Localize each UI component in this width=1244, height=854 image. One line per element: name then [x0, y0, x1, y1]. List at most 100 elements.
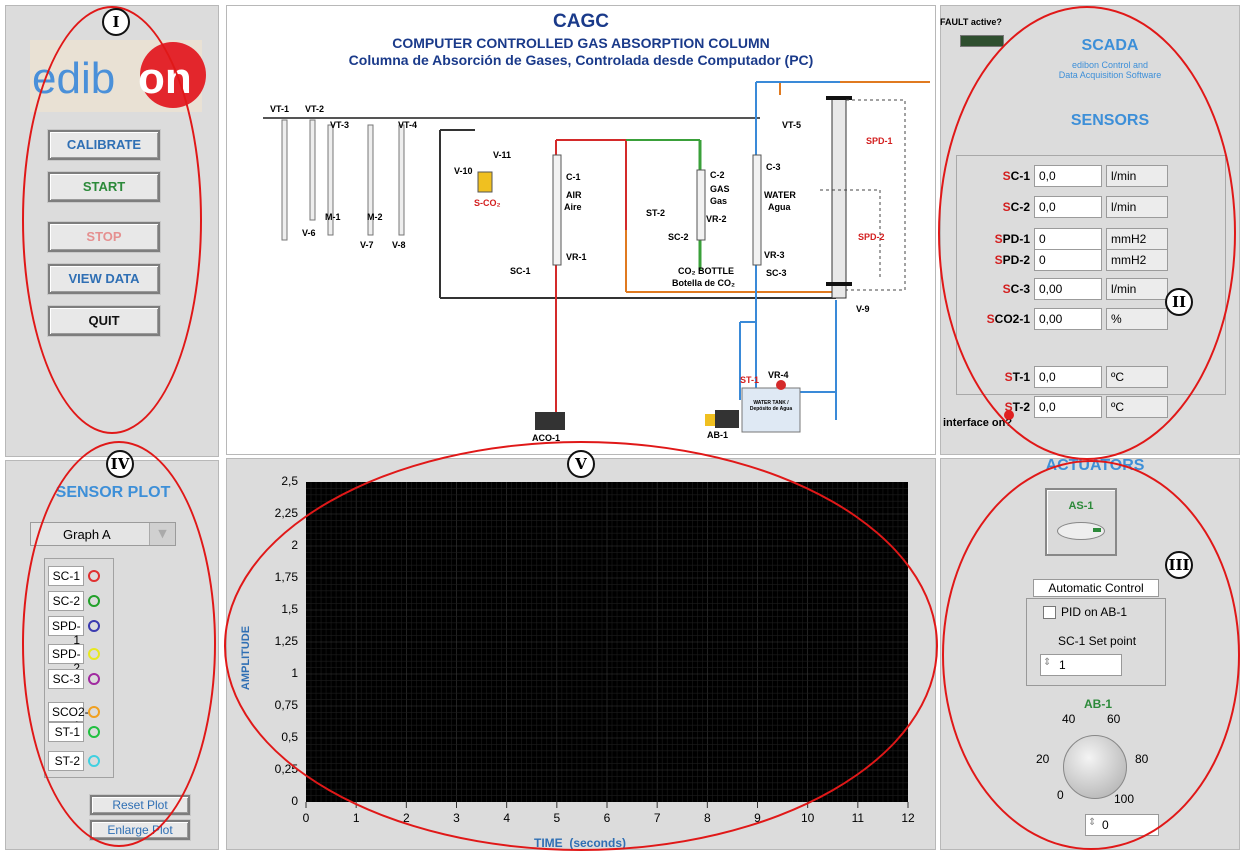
graph-select[interactable]: Graph A ▼ [30, 522, 176, 546]
as1-label: AS-1 [1068, 500, 1094, 512]
y-tick-label: 0 [291, 794, 298, 808]
legend-color-icon[interactable] [88, 648, 100, 660]
view-data-button[interactable]: VIEW DATA [48, 264, 160, 294]
x-tick-label: 12 [901, 811, 915, 825]
sensor-label-rest: PD-2 [1002, 253, 1030, 267]
sensor-label: SC-3 [960, 282, 1030, 296]
label-gas: GAS [710, 184, 730, 194]
automatic-control-box [1026, 598, 1166, 686]
label-vt4: VT-4 [398, 120, 418, 130]
legend-color-icon[interactable] [88, 570, 100, 582]
legend-color-icon[interactable] [88, 595, 100, 607]
legend-item[interactable]: SPD-2 [48, 643, 100, 675]
pid-checkbox[interactable] [1043, 606, 1056, 619]
toggle-icon[interactable] [1057, 522, 1105, 540]
legend-color-icon[interactable] [88, 755, 100, 767]
label-sco2: S-CO₂ [474, 198, 501, 208]
legend-color-icon[interactable] [88, 673, 100, 685]
legend-item[interactable]: SC-1 [48, 565, 100, 587]
x-tick-label: 8 [703, 811, 711, 825]
sensor-label-prefix: S [1004, 370, 1013, 384]
y-tick-label: 2 [291, 538, 298, 552]
y-tick-label: 1,5 [281, 602, 298, 616]
setpoint-stepper[interactable]: ⇕ 1 [1040, 654, 1122, 676]
edibon-logo: edib on [30, 40, 206, 112]
actuators-title: ACTUATORS [1045, 457, 1145, 474]
label-vr1: VR-1 [566, 252, 587, 262]
stepper-arrows-icon[interactable]: ⇕ [1088, 817, 1097, 828]
fault-label: FAULT active? [940, 17, 1002, 27]
sensor-label-prefix: S [1002, 282, 1011, 296]
pid-label: PID on AB-1 [1061, 605, 1128, 619]
label-v8: V-8 [392, 240, 406, 250]
label-tank: WATER TANK / Depósito de Agua [749, 400, 793, 412]
as1-switch[interactable]: AS-1 [1045, 488, 1117, 556]
ab1-knob[interactable] [1063, 735, 1127, 799]
legend-label: SC-1 [48, 566, 84, 586]
sensor-unit: ºC [1106, 396, 1168, 418]
y-tick-label: 2,5 [281, 474, 298, 488]
setpoint-value[interactable]: 1 [1059, 658, 1066, 672]
label-c1: C-1 [566, 172, 581, 182]
legend-color-icon[interactable] [88, 706, 100, 718]
label-gas2: Gas [710, 196, 728, 206]
legend-label: SPD-2 [48, 644, 84, 675]
label-c3: C-3 [766, 162, 781, 172]
sensor-label-prefix: S [1002, 169, 1011, 183]
reset-plot-button[interactable]: Reset Plot [90, 795, 190, 815]
label-aco1: ACO-1 [532, 433, 561, 443]
legend-label: ST-2 [48, 751, 84, 771]
sensor-value: 0 [1034, 228, 1102, 250]
scada-sub2: Data Acquisition Software [1058, 70, 1162, 80]
stepper-arrows-icon[interactable]: ⇕ [1043, 657, 1052, 668]
label-v6: V-6 [302, 228, 316, 238]
sensor-label-prefix: S [994, 253, 1003, 267]
legend-color-icon[interactable] [88, 726, 100, 738]
sensor-unit: mmH2 [1106, 228, 1168, 250]
scada-title: SCADA [1081, 37, 1139, 54]
sensor-value: 0,0 [1034, 165, 1102, 187]
toggle-led-icon [1093, 528, 1101, 532]
sensor-label: SC-1 [960, 169, 1030, 183]
sensors-title: SENSORS [1070, 112, 1150, 129]
fault-indicator [960, 35, 1004, 47]
legend-item[interactable]: ST-1 [48, 721, 100, 743]
sensor-unit: % [1106, 308, 1168, 330]
y-tick-label: 0,75 [274, 698, 298, 712]
label-v10: V-10 [454, 166, 473, 176]
legend-item[interactable]: SC-2 [48, 590, 100, 612]
label-spd2: SPD-2 [858, 232, 885, 242]
calibrate-button[interactable]: CALIBRATE [48, 130, 160, 160]
x-tick-label: 4 [503, 811, 510, 825]
chevron-down-icon[interactable]: ▼ [149, 523, 175, 545]
quit-button[interactable]: QUIT [48, 306, 160, 336]
label-ab1: AB-1 [707, 430, 729, 440]
graph-select-value: Graph A [63, 527, 111, 542]
legend-item[interactable]: ST-2 [48, 750, 100, 772]
x-tick-label: 5 [553, 811, 561, 825]
legend-item[interactable]: SC-3 [48, 668, 100, 690]
stop-button[interactable]: STOP [48, 222, 160, 252]
legend-label: SPD-1 [48, 616, 84, 647]
sensor-label-rest: C-2 [1010, 200, 1030, 214]
start-button[interactable]: START [48, 172, 160, 202]
y-tick-label: 0,5 [281, 730, 298, 744]
enlarge-plot-button[interactable]: Enlarge Plot [90, 820, 190, 840]
ab1-value[interactable]: 0 [1102, 818, 1109, 832]
legend-color-icon[interactable] [88, 620, 100, 632]
label-botella: Botella de CO₂ [672, 278, 736, 288]
interface-led [1004, 410, 1014, 420]
ab1-stepper[interactable]: ⇕ 0 [1085, 814, 1159, 836]
x-tick-label: 3 [453, 811, 460, 825]
sensor-label-rest: T-2 [1012, 400, 1030, 414]
sensor-unit: l/min [1106, 196, 1168, 218]
y-axis-label: AMPLITUDE [240, 625, 252, 691]
knob-tick-80: 80 [1135, 752, 1149, 766]
legend-item[interactable]: SPD-1 [48, 615, 100, 647]
label-vr3: VR-3 [764, 250, 785, 260]
sensors-box [956, 155, 1226, 395]
x-tick-label: 1 [352, 811, 360, 825]
y-tick-label: 1 [291, 666, 298, 680]
